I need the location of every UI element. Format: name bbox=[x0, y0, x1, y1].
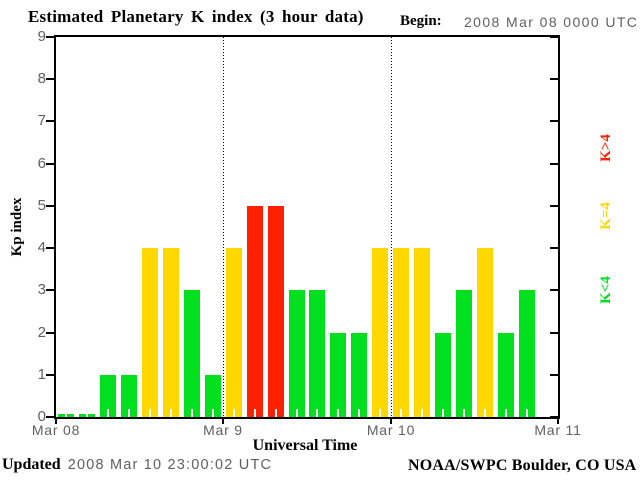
kp-bar bbox=[246, 205, 263, 417]
x-axis-day-tick bbox=[557, 419, 559, 424]
y-axis-tick-right bbox=[550, 78, 558, 81]
y-axis-tick-right bbox=[550, 162, 558, 165]
updated-value: 2008 Mar 10 23:00:02 UTC bbox=[67, 457, 273, 473]
x-axis-3hr-tick bbox=[483, 409, 486, 417]
x-axis-day-label: Mar 08 bbox=[31, 422, 81, 438]
y-axis-tick-right bbox=[550, 36, 558, 38]
x-axis-3hr-tick bbox=[441, 409, 444, 417]
kp-bar bbox=[183, 290, 200, 417]
x-axis-3hr-tick bbox=[65, 409, 68, 417]
x-axis-3hr-tick bbox=[421, 409, 424, 417]
kp-bar bbox=[414, 248, 431, 417]
kp-bar bbox=[351, 332, 368, 417]
x-axis-3hr-tick bbox=[107, 409, 110, 417]
x-axis-3hr-tick bbox=[86, 409, 89, 417]
legend-item: K<4 bbox=[598, 276, 614, 304]
kp-bar bbox=[100, 374, 117, 417]
begin-label: Begin: bbox=[400, 13, 442, 29]
kp-bar bbox=[476, 248, 493, 417]
legend-item: K=4 bbox=[598, 202, 614, 230]
y-axis-tick-right bbox=[550, 204, 558, 207]
x-axis-3hr-tick bbox=[211, 409, 214, 417]
kp-bar bbox=[288, 290, 305, 417]
y-axis-tick-label: 1 bbox=[37, 365, 46, 383]
y-axis-tick-left bbox=[46, 204, 54, 207]
x-axis-day-tick bbox=[390, 419, 392, 424]
day-boundary-dotted-line bbox=[391, 37, 392, 417]
y-axis-tick-left bbox=[46, 247, 54, 250]
y-axis-tick-right bbox=[550, 416, 558, 418]
x-axis-3hr-tick bbox=[253, 409, 256, 417]
y-axis-tick-right bbox=[550, 289, 558, 292]
y-axis-tick-left bbox=[46, 331, 54, 334]
x-axis-3hr-tick bbox=[379, 409, 382, 417]
y-axis-tick-label: 9 bbox=[37, 28, 46, 45]
chart-title: Estimated Planetary K index (3 hour data… bbox=[28, 7, 364, 26]
x-axis-day-label: Mar 11 bbox=[534, 422, 582, 438]
begin-value: 2008 Mar 08 0000 UTC bbox=[464, 14, 639, 30]
x-axis-day-tick bbox=[55, 419, 57, 424]
x-axis-3hr-tick bbox=[316, 409, 319, 417]
y-axis-tick-label: 8 bbox=[37, 70, 46, 88]
y-axis-tick-left bbox=[46, 36, 54, 38]
legend-item: K>4 bbox=[598, 134, 614, 162]
updated-timestamp: Updated 2008 Mar 10 23:00:02 UTC bbox=[2, 456, 272, 474]
x-axis-3hr-tick bbox=[462, 409, 465, 417]
x-axis-3hr-tick bbox=[149, 409, 152, 417]
y-axis-tick-right bbox=[550, 247, 558, 250]
x-axis-title: Universal Time bbox=[252, 437, 358, 454]
x-axis-3hr-tick bbox=[128, 409, 131, 417]
x-axis-3hr-tick bbox=[400, 409, 403, 417]
kp-bar bbox=[142, 248, 159, 417]
noaa-credit: NOAA/SWPC Boulder, CO USA bbox=[408, 457, 637, 474]
kp-bar bbox=[204, 374, 221, 417]
y-axis-tick-label: 4 bbox=[37, 239, 46, 257]
kp-bar bbox=[309, 290, 326, 417]
x-axis-3hr-tick bbox=[232, 409, 235, 417]
kp-bar bbox=[372, 248, 389, 417]
day-boundary-dotted-line bbox=[223, 37, 224, 417]
x-axis-3hr-tick bbox=[274, 409, 277, 417]
x-axis-3hr-tick bbox=[504, 409, 507, 417]
y-axis-tick-label: 0 bbox=[37, 408, 46, 425]
x-axis-3hr-tick bbox=[190, 409, 193, 417]
x-axis-3hr-tick bbox=[358, 409, 361, 417]
kp-bar bbox=[163, 248, 180, 417]
y-axis-tick-left bbox=[46, 162, 54, 165]
y-axis-tick-label: 2 bbox=[37, 323, 46, 341]
y-axis-tick-label: 7 bbox=[37, 112, 46, 130]
kp-bar bbox=[267, 205, 284, 417]
x-axis-3hr-tick bbox=[525, 409, 528, 417]
kp-bar bbox=[225, 248, 242, 417]
y-axis-tick-left bbox=[46, 78, 54, 81]
x-axis-3hr-tick bbox=[295, 409, 298, 417]
y-axis-tick-right bbox=[550, 373, 558, 376]
kp-bar bbox=[393, 248, 410, 417]
y-axis-title: Kp index bbox=[9, 197, 25, 257]
kp-bar bbox=[434, 332, 451, 417]
updated-label: Updated bbox=[2, 456, 61, 473]
y-axis-tick-left bbox=[46, 416, 54, 418]
kp-bar bbox=[121, 374, 138, 417]
x-axis-3hr-tick bbox=[170, 409, 173, 417]
x-axis-day-label: Mar 10 bbox=[366, 422, 416, 438]
kp-bar bbox=[518, 290, 535, 417]
y-axis-tick-right bbox=[550, 331, 558, 334]
kp-bar bbox=[497, 332, 514, 417]
plot-area bbox=[54, 35, 560, 419]
y-axis-tick-label: 3 bbox=[37, 281, 46, 299]
y-axis-tick-label: 5 bbox=[37, 196, 46, 214]
x-axis-day-label: Mar 9 bbox=[203, 422, 243, 438]
y-axis-tick-left bbox=[46, 289, 54, 292]
x-axis-3hr-tick bbox=[337, 409, 340, 417]
y-axis-tick-left bbox=[46, 373, 54, 376]
y-axis-tick-right bbox=[550, 120, 558, 123]
x-axis-day-tick bbox=[222, 419, 224, 424]
kp-bar bbox=[455, 290, 472, 417]
kp-bar bbox=[330, 332, 347, 417]
y-axis-tick-left bbox=[46, 120, 54, 123]
y-axis-tick-label: 6 bbox=[37, 154, 46, 172]
